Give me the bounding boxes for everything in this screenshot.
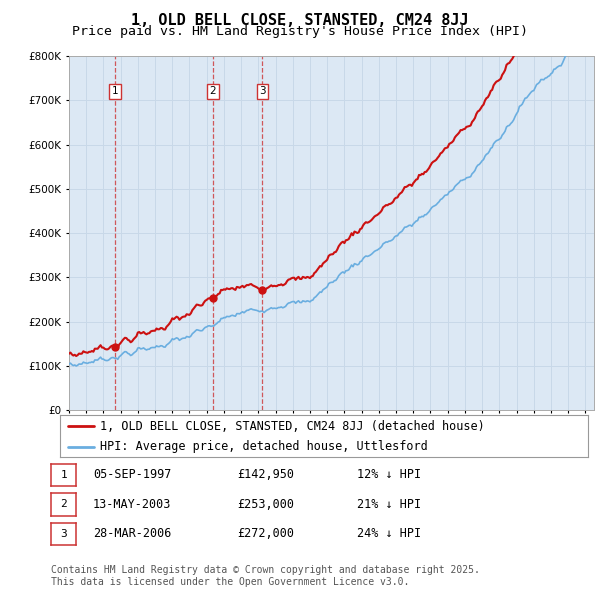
Text: 05-SEP-1997: 05-SEP-1997 xyxy=(93,468,172,481)
Text: HPI: Average price, detached house, Uttlesford: HPI: Average price, detached house, Uttl… xyxy=(100,440,427,453)
Text: 1, OLD BELL CLOSE, STANSTED, CM24 8JJ (detached house): 1, OLD BELL CLOSE, STANSTED, CM24 8JJ (d… xyxy=(100,419,484,432)
Text: 2: 2 xyxy=(60,500,67,509)
Text: 13-MAY-2003: 13-MAY-2003 xyxy=(93,498,172,511)
Text: 12% ↓ HPI: 12% ↓ HPI xyxy=(357,468,421,481)
Text: 3: 3 xyxy=(259,87,266,96)
Text: 1: 1 xyxy=(112,87,118,96)
Text: 21% ↓ HPI: 21% ↓ HPI xyxy=(357,498,421,511)
Text: Contains HM Land Registry data © Crown copyright and database right 2025.
This d: Contains HM Land Registry data © Crown c… xyxy=(51,565,480,587)
Text: 28-MAR-2006: 28-MAR-2006 xyxy=(93,527,172,540)
Text: 2: 2 xyxy=(209,87,216,96)
Text: Price paid vs. HM Land Registry's House Price Index (HPI): Price paid vs. HM Land Registry's House … xyxy=(72,25,528,38)
Text: £253,000: £253,000 xyxy=(237,498,294,511)
Text: 1: 1 xyxy=(60,470,67,480)
Text: 1, OLD BELL CLOSE, STANSTED, CM24 8JJ: 1, OLD BELL CLOSE, STANSTED, CM24 8JJ xyxy=(131,13,469,28)
Text: 24% ↓ HPI: 24% ↓ HPI xyxy=(357,527,421,540)
Text: £272,000: £272,000 xyxy=(237,527,294,540)
Text: £142,950: £142,950 xyxy=(237,468,294,481)
Text: 3: 3 xyxy=(60,529,67,539)
